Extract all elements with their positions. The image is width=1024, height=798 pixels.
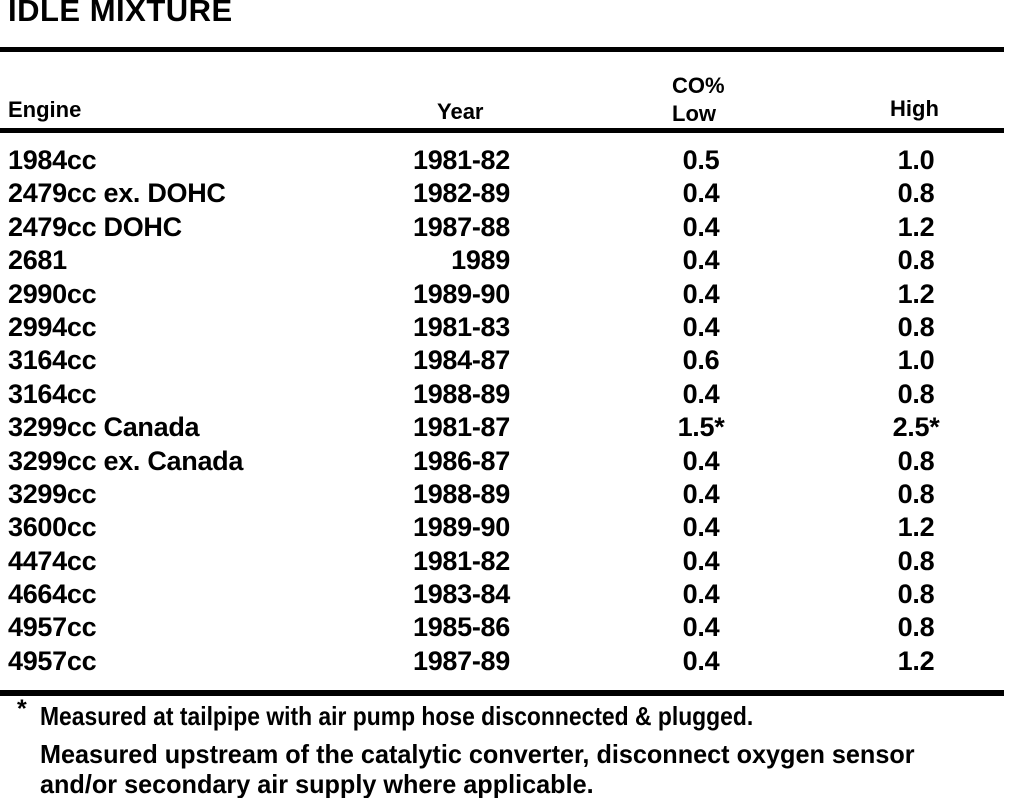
cell-year: 1987-88 <box>413 211 510 242</box>
table-rows: 1984cc 1981-82 0.5 1.0 2479cc ex. DOHC 1982-8… <box>0 144 1024 678</box>
table-row: 3600cc 1989-90 0.4 1.2 <box>0 511 1024 544</box>
cell-low: 1.5* <box>677 412 725 443</box>
cell-year: 1981-82 <box>413 145 510 175</box>
column-header-low: Low <box>672 101 716 126</box>
cell-engine: 4957cc <box>8 645 97 676</box>
cell-high: 1.2 <box>897 645 935 676</box>
footnote-line-1: Measured at tailpipe with air pump hose … <box>40 701 754 731</box>
cell-low: 0.4 <box>682 211 720 242</box>
cell-year: 1988-89 <box>413 378 510 409</box>
cell-high: 1.0 <box>897 345 935 376</box>
cell-low: 0.5 <box>682 145 720 175</box>
cell-low: 0.4 <box>682 478 720 509</box>
cell-high: 2.5* <box>892 412 940 443</box>
cell-year: 1981-83 <box>413 311 510 342</box>
cell-high: 0.8 <box>897 445 935 476</box>
cell-high: 1.2 <box>897 278 935 309</box>
footnote-line-3: and/or secondary air supply where applic… <box>40 769 594 798</box>
bottom-rule-divider <box>0 690 1004 696</box>
cell-engine: 4957cc <box>8 612 97 643</box>
cell-year: 1981-87 <box>413 412 510 443</box>
cell-engine: 3164cc <box>8 345 97 376</box>
table-row: 2994cc 1981-83 0.4 0.8 <box>0 311 1024 344</box>
cell-engine: 4664cc <box>8 579 97 610</box>
column-header-co-percent: CO% <box>672 73 725 98</box>
cell-high: 1.2 <box>897 512 935 543</box>
cell-year: 1985-86 <box>413 612 510 643</box>
cell-low: 0.4 <box>682 445 720 476</box>
cell-high: 0.8 <box>897 378 935 409</box>
table-row: 3299cc ex. Canada 1986-87 0.4 0.8 <box>0 445 1024 478</box>
cell-engine: 2681 <box>8 245 67 276</box>
cell-low: 0.4 <box>682 512 720 543</box>
cell-high: 0.8 <box>897 612 935 643</box>
column-header-engine: Engine <box>8 97 82 122</box>
cell-low: 0.4 <box>682 579 720 610</box>
column-header-high: High <box>890 96 939 121</box>
cell-year: 1984-87 <box>413 345 510 376</box>
cell-low: 0.4 <box>682 545 720 576</box>
cell-high: 1.2 <box>897 211 935 242</box>
cell-low: 0.4 <box>682 178 720 209</box>
cell-low: 0.4 <box>682 311 720 342</box>
footnote-line-2: Measured upstream of the catalytic conve… <box>40 739 915 769</box>
cell-year: 1981-82 <box>413 545 510 576</box>
table-row: 3299cc Canada 1981-87 1.5* 2.5* <box>0 411 1024 444</box>
cell-year: 1989-90 <box>413 512 510 543</box>
table-row: 4474cc 1981-82 0.4 0.8 <box>0 545 1024 578</box>
footnote-asterisk: * <box>17 695 27 723</box>
table-row: 1984cc 1981-82 0.5 1.0 <box>0 144 1024 177</box>
cell-engine: 4474cc <box>8 545 97 576</box>
cell-year: 1982-89 <box>413 178 510 209</box>
cell-high: 0.8 <box>897 579 935 610</box>
cell-low: 0.6 <box>682 345 720 376</box>
cell-engine: 3299cc ex. Canada <box>8 445 244 476</box>
page-title: IDLE MIXTURE <box>8 0 233 28</box>
cell-year: 1988-89 <box>413 478 510 509</box>
cell-year: 1986-87 <box>413 445 510 476</box>
table-row: 2681 1989 0.4 0.8 <box>0 244 1024 277</box>
cell-low: 0.4 <box>682 245 720 276</box>
cell-engine: 3164cc <box>8 378 97 409</box>
table-row: 4664cc 1983-84 0.4 0.8 <box>0 578 1024 611</box>
table-row: 2479cc DOHC 1987-88 0.4 1.2 <box>0 211 1024 244</box>
cell-high: 0.8 <box>897 245 935 276</box>
table-row: 2990cc 1989-90 0.4 1.2 <box>0 278 1024 311</box>
table-row: 3299cc 1988-89 0.4 0.8 <box>0 478 1024 511</box>
column-header-year: Year <box>437 99 484 124</box>
top-rule-divider <box>0 47 1004 52</box>
cell-engine: 3299cc <box>8 478 97 509</box>
cell-high: 0.8 <box>897 545 935 576</box>
cell-high: 0.8 <box>897 311 935 342</box>
table-row: 4957cc 1987-89 0.4 1.2 <box>0 645 1024 678</box>
cell-low: 0.4 <box>682 278 720 309</box>
cell-engine: 2990cc <box>8 278 97 309</box>
cell-engine: 2479cc DOHC <box>8 211 182 242</box>
cell-year: 1987-89 <box>413 645 510 676</box>
cell-year: 1983-84 <box>413 579 510 610</box>
cell-high: 0.8 <box>897 178 935 209</box>
cell-engine: 3299cc Canada <box>8 412 200 443</box>
header-rule-divider <box>0 128 1004 133</box>
cell-year: 1989 <box>451 245 510 276</box>
cell-high: 0.8 <box>897 478 935 509</box>
table-row: 2479cc ex. DOHC 1982-89 0.4 0.8 <box>0 177 1024 210</box>
cell-engine: 2994cc <box>8 311 97 342</box>
cell-engine: 2479cc ex. DOHC <box>8 178 226 209</box>
cell-low: 0.4 <box>682 645 720 676</box>
cell-low: 0.4 <box>682 378 720 409</box>
cell-engine: 1984cc <box>8 145 97 175</box>
table-row: 3164cc 1984-87 0.6 1.0 <box>0 344 1024 377</box>
table-row: 4957cc 1985-86 0.4 0.8 <box>0 611 1024 644</box>
cell-year: 1989-90 <box>413 278 510 309</box>
table-row: 3164cc 1988-89 0.4 0.8 <box>0 378 1024 411</box>
cell-low: 0.4 <box>682 612 720 643</box>
cell-engine: 3600cc <box>8 512 97 543</box>
cell-high: 1.0 <box>897 145 935 175</box>
